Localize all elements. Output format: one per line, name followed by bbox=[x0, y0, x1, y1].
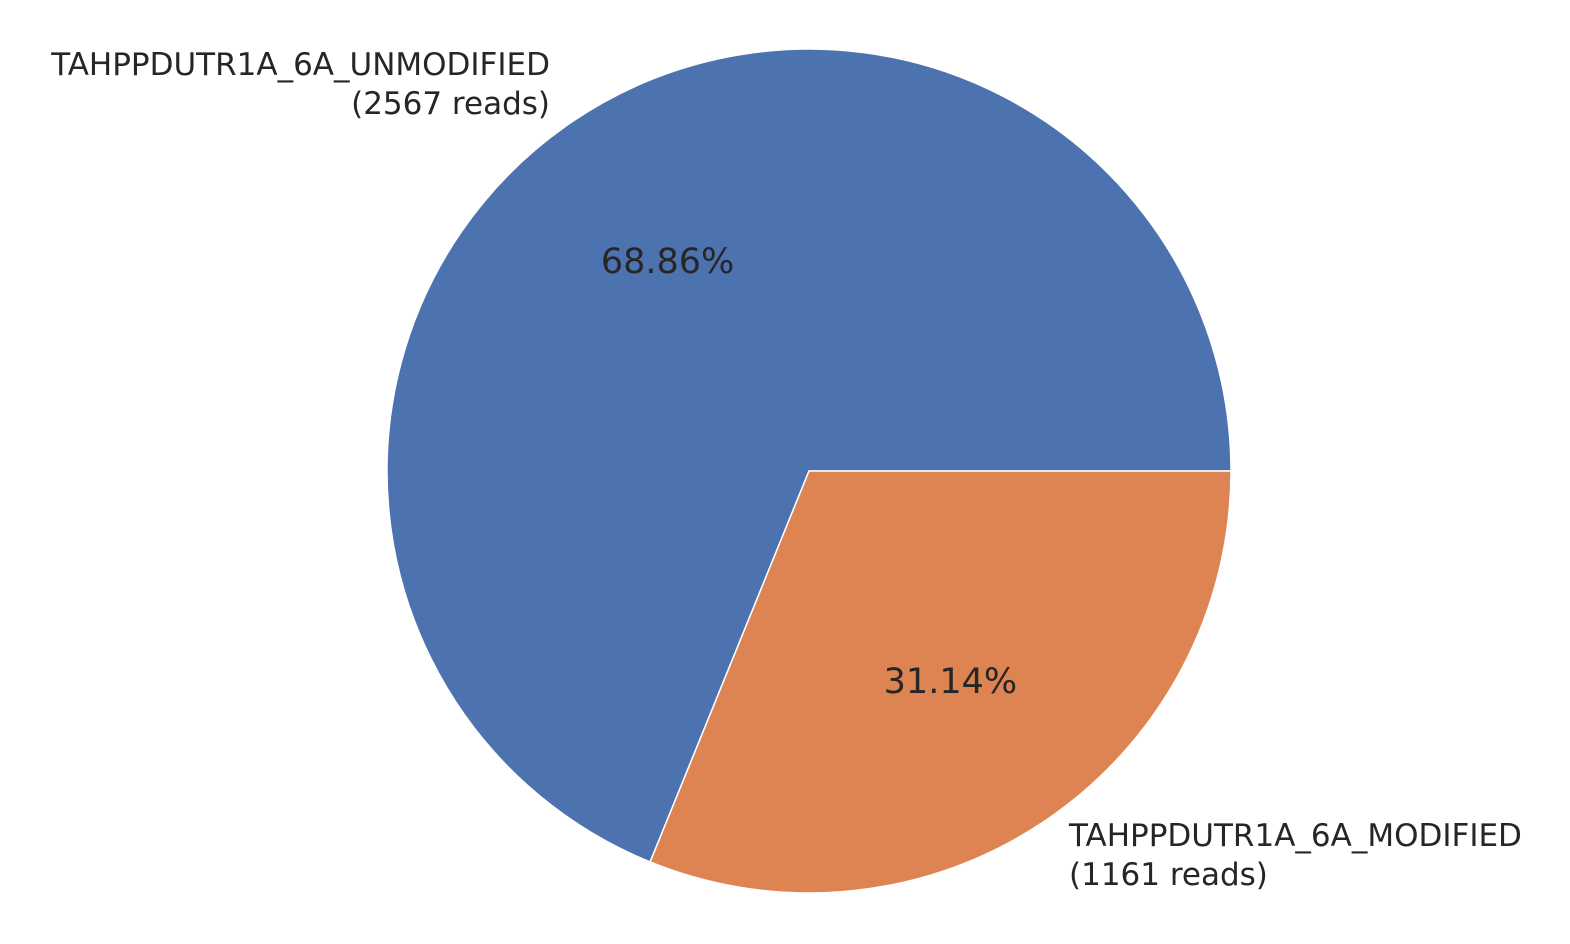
percent-label-modified: 31.14% bbox=[884, 662, 1017, 702]
pie-slice-modified bbox=[649, 470, 1232, 894]
slice-reads-unmodified: (2567 reads) bbox=[351, 86, 550, 122]
slice-name-unmodified: TAHPPDUTR1A_6A_UNMODIFIED bbox=[50, 47, 550, 83]
pie-slice-unmodified bbox=[386, 48, 1232, 863]
slice-label-unmodified: TAHPPDUTR1A_6A_UNMODIFIED (2567 reads) bbox=[50, 47, 550, 122]
percent-label-unmodified: 68.86% bbox=[601, 242, 734, 282]
slice-reads-modified: (1161 reads) bbox=[1069, 857, 1268, 893]
slice-name-modified: TAHPPDUTR1A_6A_MODIFIED bbox=[1068, 818, 1522, 854]
pie-slices bbox=[386, 48, 1232, 894]
slice-label-modified: TAHPPDUTR1A_6A_MODIFIED (1161 reads) bbox=[1068, 818, 1522, 893]
